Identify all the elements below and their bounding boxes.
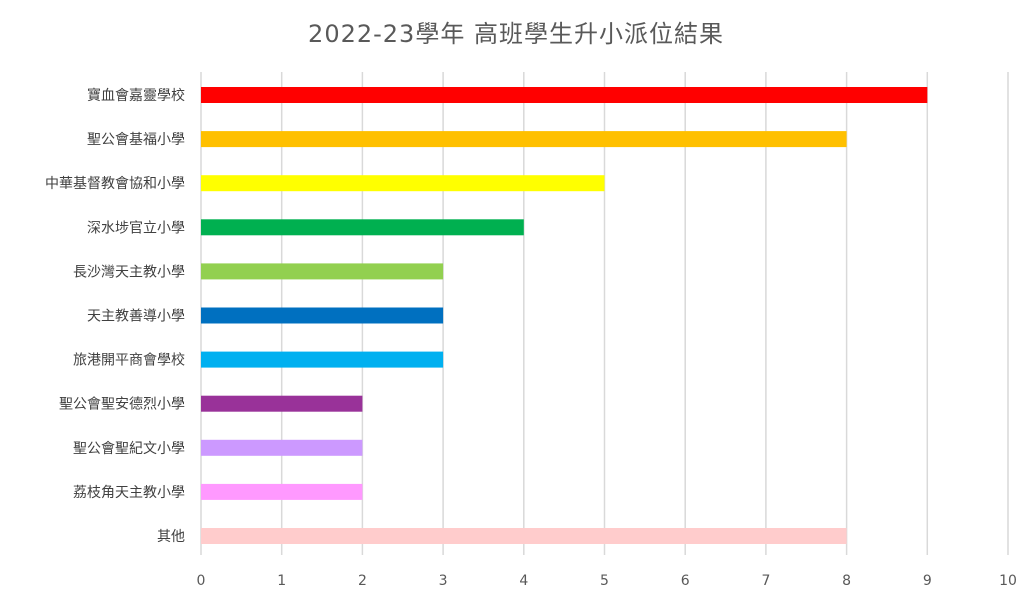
- category-label: 長沙灣天主教小學: [73, 264, 185, 280]
- x-tick-label: 1: [277, 573, 286, 589]
- bar: [201, 131, 847, 148]
- x-tick-label: 7: [761, 573, 770, 589]
- category-label: 聖公會聖紀文小學: [73, 441, 185, 457]
- x-tick-label: 6: [681, 573, 690, 589]
- x-tick-label: 9: [923, 573, 932, 589]
- x-tick-label: 10: [999, 573, 1017, 589]
- bar: [201, 263, 444, 280]
- bar: [201, 528, 847, 544]
- bar: [201, 219, 524, 236]
- x-tick-label: 4: [519, 573, 528, 589]
- tick-label-layer: 0 1 2 3 4 5 6 7 8 9 10: [197, 573, 1017, 589]
- x-tick-label: 2: [358, 573, 367, 589]
- bar: [201, 395, 363, 412]
- bar-layer: [201, 87, 928, 544]
- category-label: 寶血會嘉靈學校: [87, 87, 185, 104]
- category-label: 旅港開平商會學校: [73, 352, 185, 369]
- bar: [201, 175, 605, 192]
- category-label: 其他: [157, 529, 185, 545]
- category-label: 聖公會聖安德烈小學: [59, 397, 185, 413]
- category-label: 深水埗官立小學: [87, 220, 185, 236]
- x-tick-label: 3: [439, 573, 448, 589]
- category-label: 中華基督教會協和小學: [45, 175, 185, 192]
- category-label-layer: 寶血會嘉靈學校聖公會基福小學中華基督教會協和小學深水埗官立小學長沙灣天主教小學天…: [45, 87, 185, 545]
- chart-title: 2022-23學年 高班學生升小派位結果: [308, 20, 724, 48]
- x-tick-label: 0: [197, 573, 206, 589]
- bar: [201, 483, 363, 500]
- bar: [201, 87, 928, 103]
- category-label: 荔枝角天主教小學: [73, 485, 185, 501]
- x-tick-label: 5: [600, 573, 609, 589]
- bar: [201, 439, 363, 456]
- bar: [201, 307, 444, 324]
- x-tick-label: 8: [842, 573, 851, 589]
- bar: [201, 351, 444, 368]
- category-label: 聖公會基福小學: [87, 131, 185, 148]
- category-label: 天主教善導小學: [87, 309, 185, 325]
